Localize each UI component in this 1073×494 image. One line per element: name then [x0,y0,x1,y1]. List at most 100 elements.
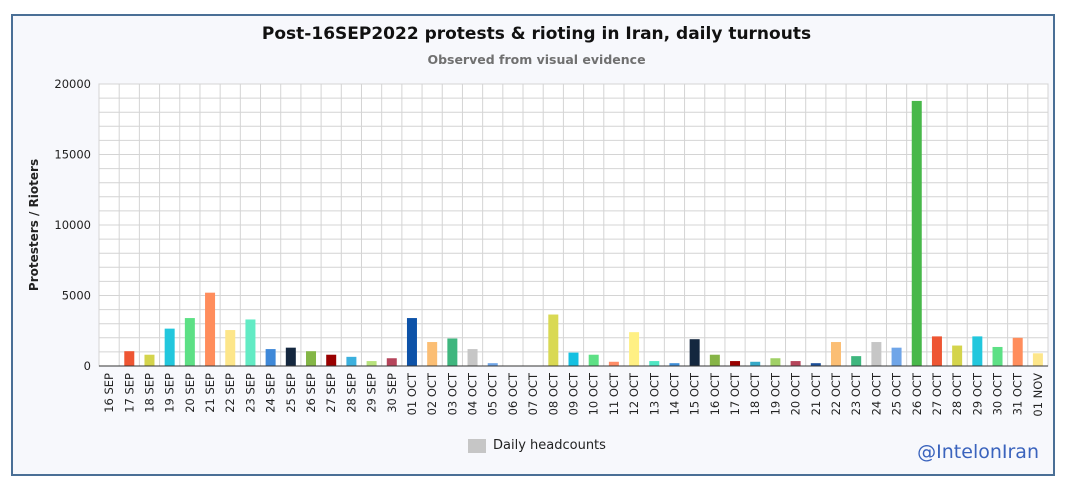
x-tick-label: 17 OCT [728,372,742,415]
x-tick-label: 14 OCT [667,372,681,415]
bar[interactable] [285,347,296,366]
bar[interactable] [649,361,660,366]
bar[interactable] [306,351,317,366]
bar[interactable] [164,328,175,366]
bar[interactable] [1012,337,1023,366]
x-tick-label: 20 SEP [183,373,197,413]
x-tick-label: 31 OCT [1011,372,1025,415]
bar[interactable] [669,363,680,366]
chart-title: Post-16SEP2022 protests & rioting in Ira… [261,24,812,44]
x-tick-label: 02 OCT [425,372,439,415]
x-tick-label: 20 OCT [789,372,803,415]
bar[interactable] [245,319,256,366]
bar[interactable] [447,338,458,366]
legend-label: Daily headcounts [493,438,606,453]
x-tick-label: 09 OCT [567,372,581,415]
x-tick-label: 29 OCT [970,372,984,415]
bar[interactable] [568,352,579,366]
bar[interactable] [972,336,983,366]
bar[interactable] [709,354,720,366]
x-tick-label: 30 SEP [385,373,399,413]
bar[interactable] [830,342,841,366]
x-tick-label: 25 SEP [284,373,298,413]
x-tick-label: 01 NOV [1031,373,1045,417]
legend-swatch [468,438,486,453]
bar[interactable] [225,330,236,366]
bar[interactable] [588,354,599,366]
x-tick-label: 28 SEP [344,373,358,413]
bar[interactable] [386,358,397,366]
x-tick-label: 22 SEP [223,373,237,413]
x-tick-labels: 16 SEP 17 SEP 18 SEP 19 SEP 20 SEP 21 SEP 22 S… [102,372,1045,417]
x-tick-label: 01 OCT [405,372,419,415]
x-tick-label: 24 SEP [264,373,278,413]
x-tick-label: 19 SEP [163,373,177,413]
x-tick-label: 23 OCT [849,372,863,415]
bar[interactable] [770,358,781,366]
bar[interactable] [911,100,922,367]
bar[interactable] [467,349,478,366]
bar[interactable] [366,361,377,366]
bar[interactable] [406,318,417,366]
x-tick-label: 03 OCT [445,372,459,415]
x-tick-label: 08 OCT [546,372,560,415]
bar[interactable] [608,361,619,366]
x-tick-label: 19 OCT [768,372,782,415]
bar[interactable] [205,292,216,366]
x-tick-label: 21 SEP [203,373,217,413]
y-tick-label: 10000 [54,218,91,232]
bar[interactable] [346,356,357,366]
bar[interactable] [891,347,902,366]
bar[interactable] [851,356,862,366]
x-tick-label: 27 SEP [324,373,338,413]
bar[interactable] [750,361,761,366]
bar[interactable] [326,354,337,366]
legend[interactable]: Daily headcounts [468,438,606,453]
bar[interactable] [790,361,801,366]
x-tick-label: 27 OCT [930,372,944,415]
bar[interactable] [931,336,942,366]
bar[interactable] [689,339,700,366]
bar[interactable] [992,346,1003,366]
x-tick-label: 11 OCT [607,372,621,415]
x-tick-label: 30 OCT [991,372,1005,415]
x-tick-label: 22 OCT [829,372,843,415]
x-tick-label: 06 OCT [506,372,520,415]
x-tick-label: 23 SEP [243,373,257,413]
bar[interactable] [952,345,963,366]
bar[interactable] [629,332,640,366]
y-tick-label: 5000 [62,289,91,303]
bar[interactable] [548,314,559,366]
y-tick-label: 20000 [54,77,91,91]
x-tick-label: 24 OCT [869,372,883,415]
bar[interactable] [810,363,821,366]
x-tick-label: 16 SEP [102,373,116,413]
x-tick-label: 07 OCT [526,372,540,415]
bar[interactable] [124,351,135,366]
bar[interactable] [487,363,498,366]
bar[interactable] [427,342,438,366]
bar[interactable] [730,361,741,366]
bar[interactable] [265,349,276,366]
bar[interactable] [1032,353,1043,366]
chart-subtitle: Observed from visual evidence [427,52,646,67]
x-tick-label: 18 SEP [142,373,156,413]
bar[interactable] [184,318,195,366]
x-tick-label: 04 OCT [466,372,480,415]
bars [124,100,1043,367]
x-tick-label: 29 SEP [365,373,379,413]
bar[interactable] [144,354,155,366]
x-tick-label: 15 OCT [688,372,702,415]
x-tick-label: 21 OCT [809,372,823,415]
x-tick-label: 28 OCT [950,372,964,415]
x-tick-label: 26 SEP [304,373,318,413]
y-tick-labels: 0 5000 10000 15000 20000 [54,77,91,373]
x-tick-label: 10 OCT [587,372,601,415]
x-tick-label: 25 OCT [890,372,904,415]
x-tick-label: 18 OCT [748,372,762,415]
x-tick-label: 13 OCT [647,372,661,415]
x-tick-label: 05 OCT [486,372,500,415]
bar[interactable] [871,342,882,366]
x-tick-label: 16 OCT [708,372,722,415]
